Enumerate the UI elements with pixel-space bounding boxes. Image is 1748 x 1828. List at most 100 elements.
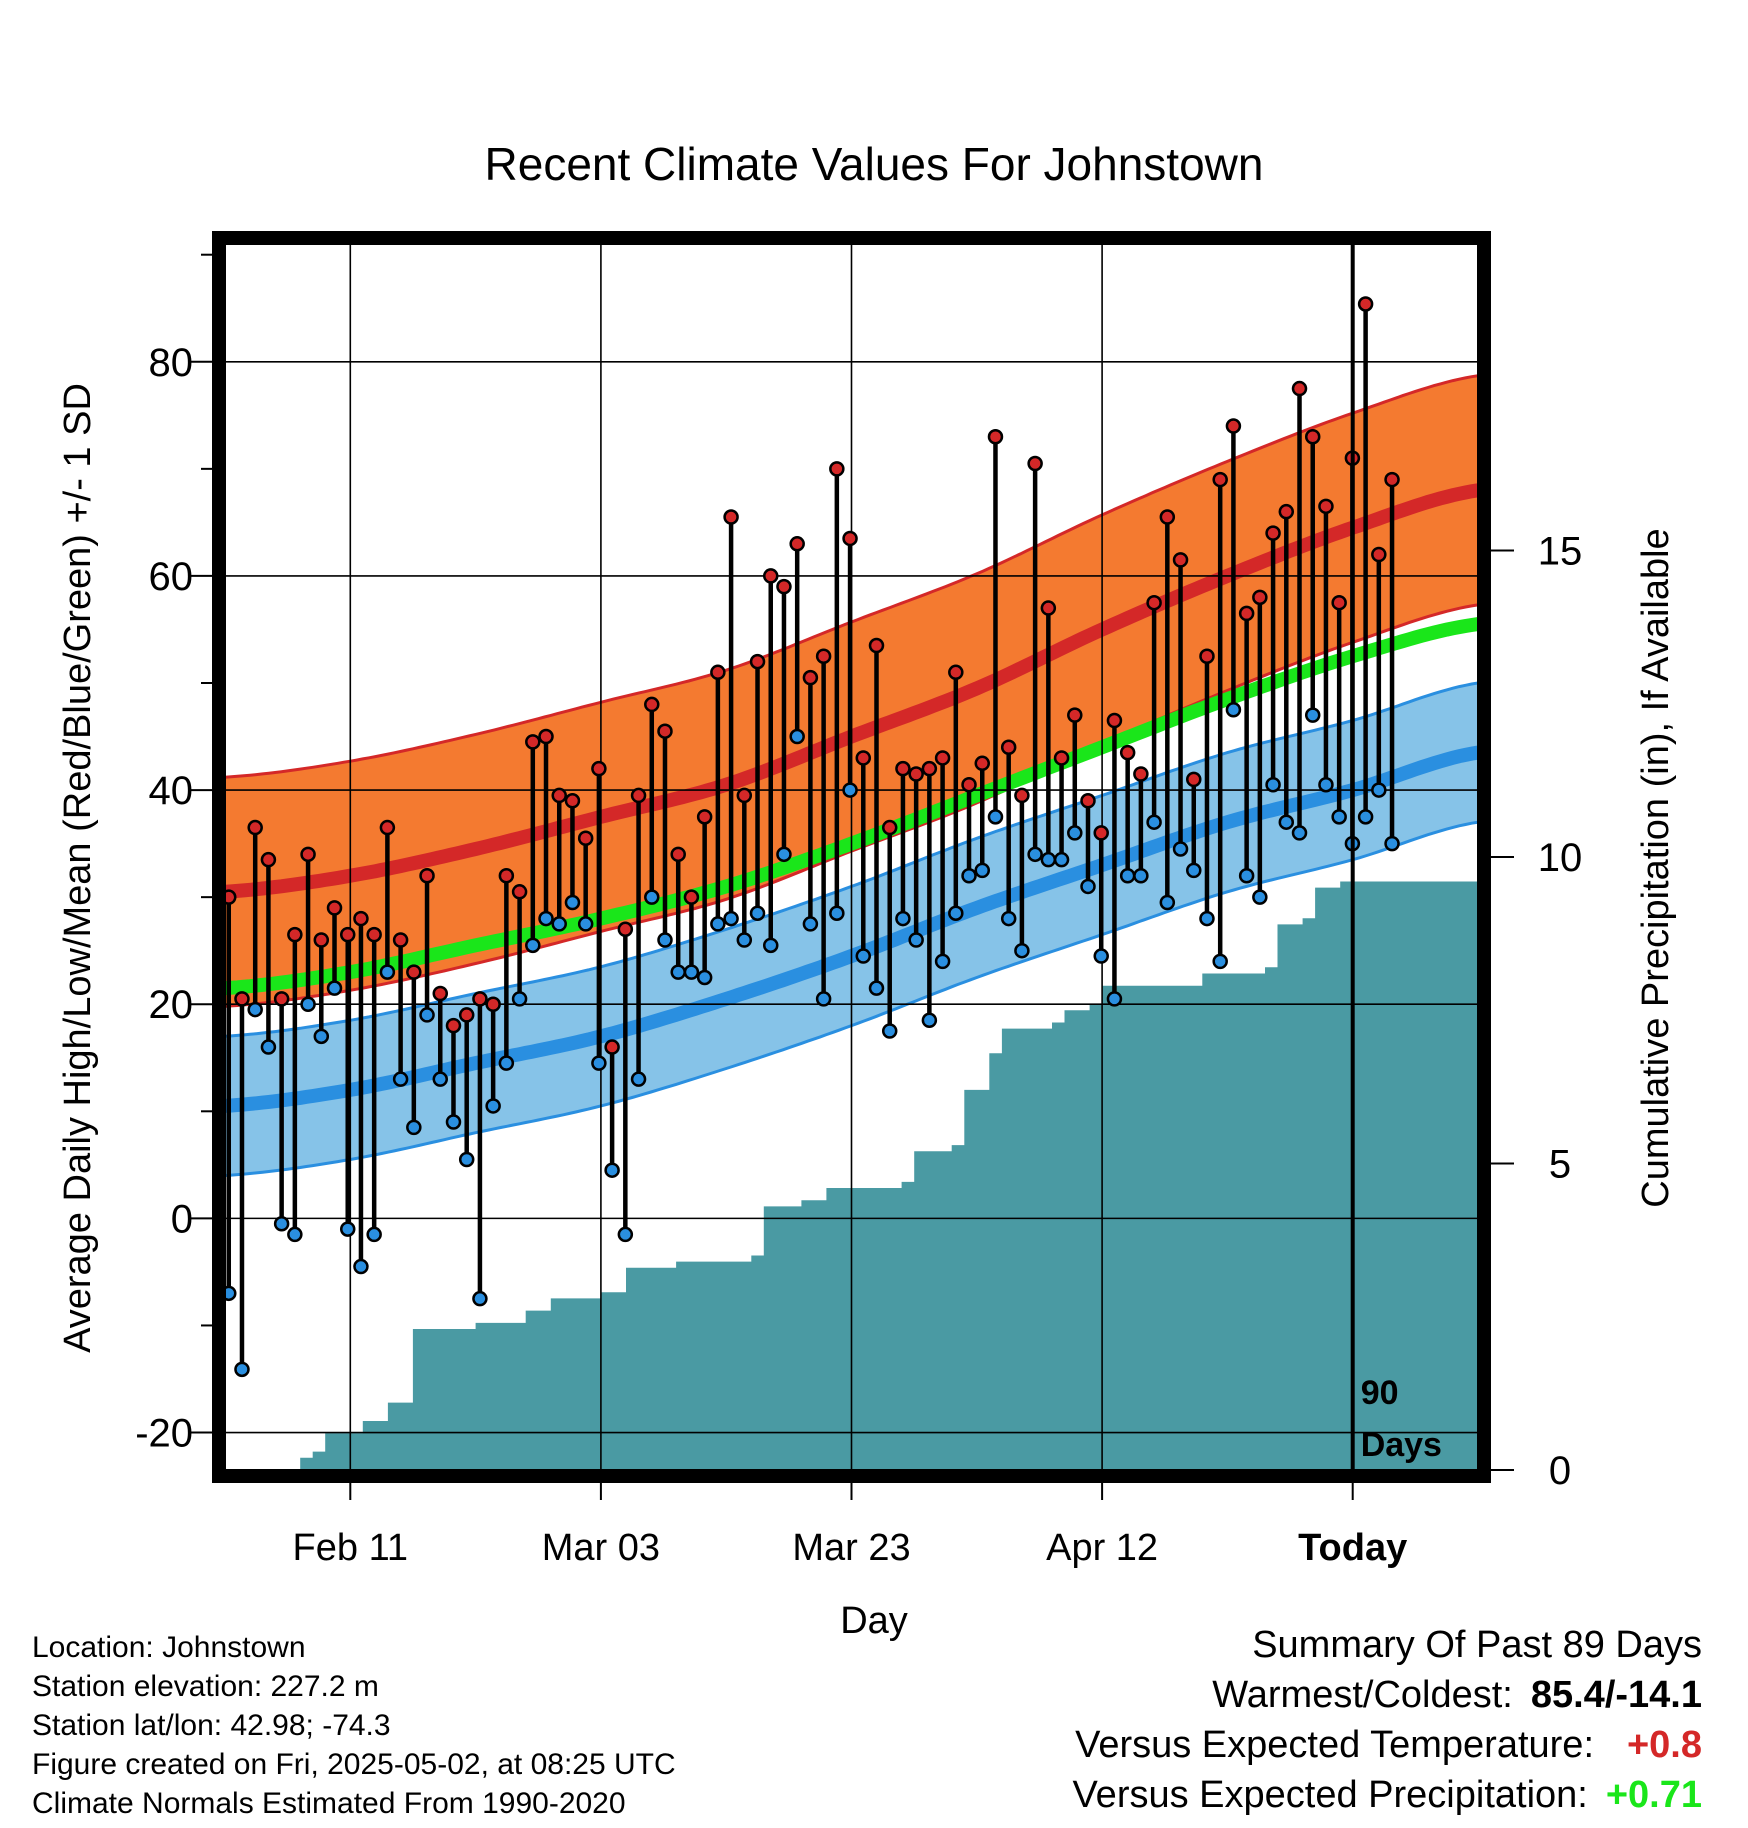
daily-low-point <box>234 1361 250 1378</box>
y2-tick-label: 10 <box>1538 836 1583 880</box>
daily-high-point <box>432 985 449 1002</box>
daily-low-point <box>1000 910 1017 927</box>
warm-cold-value: 85.4/-14.1 <box>1530 1674 1702 1716</box>
daily-low-point <box>868 980 885 996</box>
daily-high-point <box>842 530 858 547</box>
daily-high-point <box>776 578 792 595</box>
daily-high-point <box>815 648 832 664</box>
daily-high-point <box>445 1017 462 1034</box>
daily-high-point <box>1225 418 1242 434</box>
y2-axis-title: Cumulative Precipitation (in), If Availa… <box>1635 528 1677 1207</box>
daily-low-point <box>604 1162 620 1178</box>
daily-high-point <box>1093 825 1109 841</box>
daily-low-point <box>657 932 673 948</box>
daily-high-point <box>1133 766 1149 782</box>
daily-high-point <box>1186 771 1202 788</box>
daily-low-point <box>961 867 977 884</box>
daily-low-point <box>1252 889 1268 905</box>
daily-high-point <box>1384 471 1400 488</box>
daily-high-point <box>710 664 726 681</box>
x-tick-label: Mar 03 <box>542 1527 660 1569</box>
daily-high-point <box>1291 380 1308 397</box>
warm-cold-row: Warmest/Coldest: 85.4/-14.1 <box>1072 1670 1702 1720</box>
daily-low-point <box>458 1151 475 1168</box>
y2-tick-label: 5 <box>1549 1143 1571 1187</box>
temp-value: +0.8 <box>1626 1724 1702 1766</box>
daily-high-point <box>379 819 396 836</box>
daily-high-point <box>749 653 766 670</box>
daily-low-point <box>445 1114 462 1130</box>
daily-low-point <box>564 894 581 911</box>
daily-low-point <box>1053 851 1070 868</box>
daily-low-point <box>287 1226 303 1243</box>
plot-area: 90 Days -20 0 20 40 60 80 0 5 10 15 Feb 11 Mar 03 Mar … <box>135 231 1583 1569</box>
y-axis-title: Average Daily High/Low/Mean (Red/Blue/Gr… <box>57 383 99 1353</box>
daily-high-point <box>287 926 303 943</box>
daily-high-point <box>604 1039 620 1055</box>
daily-high-point <box>551 787 567 804</box>
x-tick-label: Mar 23 <box>792 1527 910 1569</box>
daily-high-point <box>895 760 911 777</box>
daily-low-point <box>683 964 700 980</box>
precip-area <box>225 881 1478 1470</box>
temp-label: Versus Expected Temperature: <box>1075 1724 1594 1766</box>
daily-low-point <box>1106 991 1123 1007</box>
daily-low-point <box>538 910 554 927</box>
daily-high-point <box>353 910 369 927</box>
daily-high-point <box>855 750 872 766</box>
daily-low-point <box>577 916 594 932</box>
daily-high-point <box>247 819 263 836</box>
daily-low-point <box>789 728 805 745</box>
elevation-line: Station elevation: 227.2 m <box>32 1670 379 1703</box>
daily-high-point <box>234 991 250 1007</box>
location-line: Location: Johnstown <box>32 1631 306 1664</box>
summary-panel: Summary Of Past 89 Days Warmest/Coldest:… <box>1072 1620 1702 1820</box>
daily-high-point <box>1040 600 1057 616</box>
daily-high-point <box>1119 744 1136 761</box>
daily-high-point <box>498 867 515 884</box>
daily-low-point <box>617 1226 634 1243</box>
x-axis-title: Day <box>840 1600 908 1642</box>
daily-low-point <box>1318 776 1334 793</box>
daily-high-point <box>326 900 343 916</box>
daily-high-point <box>591 760 607 777</box>
temp-row: Versus Expected Temperature: +0.8 <box>1072 1720 1702 1770</box>
daily-low-point <box>696 969 713 986</box>
daily-low-point <box>1146 814 1162 830</box>
daily-low-point <box>1119 867 1136 884</box>
daily-low-point <box>802 916 819 932</box>
daily-high-point <box>577 830 594 847</box>
daily-high-point <box>630 787 647 804</box>
daily-low-point <box>630 1071 647 1087</box>
daily-low-point <box>432 1071 449 1087</box>
chart-title: Recent Climate Values For Johnstown <box>485 138 1264 190</box>
daily-high-point <box>1199 648 1215 664</box>
daily-low-point <box>1133 867 1149 884</box>
daily-low-point <box>247 1001 263 1018</box>
daily-low-point <box>1080 878 1096 895</box>
daily-low-point <box>339 1221 356 1237</box>
daily-low-point <box>908 932 924 948</box>
daily-high-point <box>1304 428 1321 445</box>
daily-low-point <box>511 991 528 1007</box>
daily-low-point <box>1027 846 1043 863</box>
daily-high-point <box>908 766 924 782</box>
created-line: Figure created on Fri, 2025-05-02, at 08… <box>32 1748 676 1781</box>
y-tick-label: 40 <box>149 769 194 813</box>
daily-low-point <box>1172 841 1189 857</box>
warm-cold-label: Warmest/Coldest: <box>1212 1674 1513 1716</box>
daily-high-point <box>670 846 686 863</box>
daily-high-point <box>273 991 290 1007</box>
daily-low-point <box>1357 809 1374 825</box>
daily-low-point <box>419 1007 435 1023</box>
latlon-line: Station lat/lon: 42.98; -74.3 <box>32 1709 391 1742</box>
daily-high-point <box>921 760 938 777</box>
daily-low-point <box>921 1012 938 1029</box>
daily-low-point <box>1225 702 1242 718</box>
daily-high-point <box>1080 793 1096 809</box>
daily-low-point <box>326 980 343 996</box>
today-days-number: 90 <box>1361 1374 1399 1412</box>
y-tick-label: 20 <box>149 983 194 1027</box>
daily-high-point <box>406 964 422 980</box>
